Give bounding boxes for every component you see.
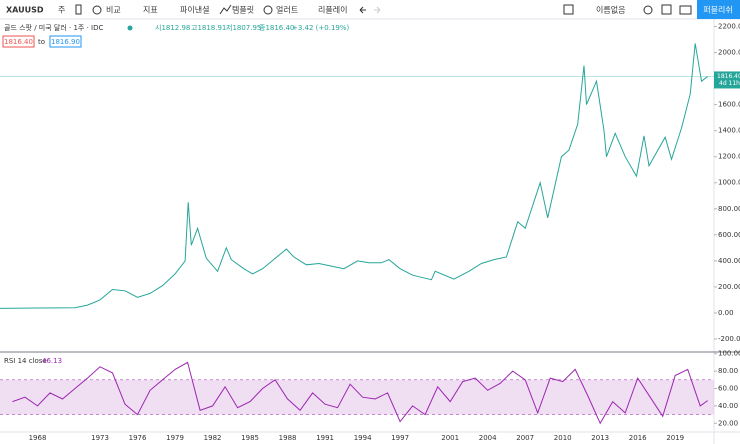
countdown: 4d 11h [719, 80, 740, 87]
financials-icon[interactable] [219, 4, 232, 15]
y-tick-label: 600.00 [718, 231, 740, 239]
y-tick-label: 1000.00 [718, 179, 740, 187]
series-line [12, 361, 708, 425]
y-tick-label: 40.00 [718, 402, 738, 410]
y-tick-label: 400.00 [718, 257, 740, 265]
interval[interactable]: 주 [58, 6, 65, 15]
x-tick-label: 1973 [91, 434, 109, 442]
rsi-value: 46.13 [42, 357, 62, 365]
y-tick-label: 60.00 [718, 385, 738, 393]
x-tick-label: 2013 [591, 434, 609, 442]
x-tick-label: 1982 [204, 434, 222, 442]
low: 저1807.95 [226, 23, 261, 32]
status-dot [127, 25, 133, 31]
y-tick-label: 200.00 [718, 283, 740, 291]
y-tick-label: 1600.00 [718, 101, 740, 109]
publish-label[interactable]: 퍼블리쉬 [703, 5, 732, 15]
x-tick-label: 1979 [166, 434, 184, 442]
alerts[interactable]: 얼러트 [276, 5, 298, 15]
x-tick-label: 2016 [629, 434, 647, 442]
change: +3.42 (+0.19%) [292, 24, 350, 32]
templates[interactable]: 템플릿 [232, 5, 254, 15]
y-tick-label: 2200.00 [718, 23, 740, 31]
fullscreen[interactable] [661, 4, 672, 15]
y-tick-label: 0.00 [718, 309, 734, 317]
x-tick-label: 1968 [29, 434, 47, 442]
x-tick-label: 2001 [441, 434, 459, 442]
price-badge [714, 71, 740, 89]
x-tick-label: 1985 [241, 434, 259, 442]
replay[interactable]: 리플레이 [318, 5, 347, 15]
layout-icon[interactable] [563, 4, 574, 15]
x-tick-label: 1994 [354, 434, 372, 442]
price-label: 1816.40 [717, 73, 740, 80]
compare-icon[interactable] [92, 5, 102, 15]
symbol[interactable]: XAUUSD [6, 6, 44, 15]
layout-name[interactable]: 이름없음 [596, 5, 625, 15]
publish-button[interactable] [697, 0, 740, 19]
y-tick-label: 2000.00 [718, 49, 740, 57]
settings[interactable] [643, 5, 653, 15]
x-tick-label: 1991 [316, 434, 334, 442]
y-tick-label: 100.00 [718, 350, 740, 358]
y-tick-label: 1400.00 [718, 127, 740, 135]
high: 고1818.91 [191, 24, 226, 32]
description: 골드 스팟 / 미국 달러 · 1주 · IDC [4, 23, 103, 32]
alert-icon[interactable] [263, 5, 273, 15]
y-tick-label: 1200.00 [718, 153, 740, 161]
y-tick-label: 800.00 [718, 205, 740, 213]
x-tick-label: 1988 [279, 434, 297, 442]
x-tick-label: 2004 [479, 434, 497, 442]
financials[interactable]: 파이낸셜 [180, 5, 209, 15]
chart-style-icon[interactable] [75, 4, 82, 15]
y-tick-label: 20.00 [718, 419, 738, 427]
redo[interactable] [374, 6, 381, 14]
y-tick-label: 80.00 [718, 367, 738, 375]
buy-price[interactable]: 1816.90 [51, 38, 80, 46]
open: 시1812.98 [155, 24, 190, 32]
buy-box[interactable] [49, 35, 82, 48]
series-line [0, 43, 709, 309]
toolbar [0, 0, 740, 19]
x-tick-label: 2007 [516, 434, 534, 442]
x-tick-label: 2010 [554, 434, 572, 442]
x-tick-label: 2019 [666, 434, 684, 442]
rsi-band [0, 379, 714, 415]
undo[interactable] [359, 6, 366, 14]
sell-box[interactable] [2, 35, 35, 48]
to-word: to [38, 38, 45, 46]
x-tick-label: 1997 [391, 434, 409, 442]
x-tick-label: 1976 [129, 434, 147, 442]
rsi-title: RSI 14 close [4, 357, 47, 365]
compare[interactable]: 비교 [106, 6, 121, 15]
y-tick-label: -200.00 [718, 335, 740, 343]
close: 종1816.40 [259, 24, 294, 32]
sell-price[interactable]: 1816.40 [4, 38, 33, 46]
snapshot[interactable] [679, 5, 692, 15]
indicators[interactable]: 지표 [143, 6, 158, 15]
